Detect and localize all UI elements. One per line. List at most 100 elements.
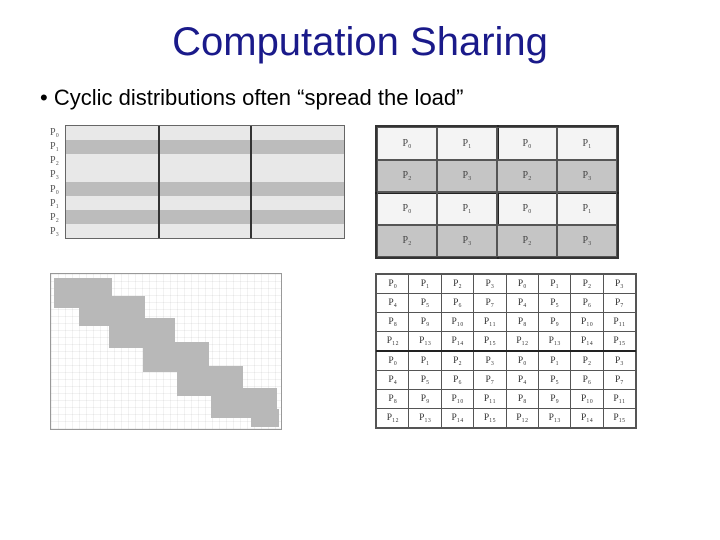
table-cell: P₁₀ [571,390,603,409]
table-cell: P₄ [506,371,538,390]
table-cell: P₀ [506,275,538,294]
table-cell: P₇ [603,294,635,313]
table-cell: P₉ [409,313,441,332]
panel-staircase [50,273,345,430]
table-cell: P₃ [474,351,506,371]
p2-cell: P₃ [437,225,497,258]
table-cell: P₄ [377,294,409,313]
p1-row [66,168,344,182]
p1-row [66,182,344,196]
table-row: P₈P₉P₁₀P₁₁P₈P₉P₁₀P₁₁ [377,313,636,332]
table-cell: P₆ [441,294,473,313]
table-cell: P₈ [506,313,538,332]
table-cell: P₆ [571,294,603,313]
diagram-grid: P₀P₁P₂P₃P₀P₁P₂P₃ P₀P₁P₀P₁P₂P₃P₂P₃P₀P₁P₀P… [40,125,680,430]
table-cell: P₆ [441,371,473,390]
p2-cell: P₀ [497,127,557,160]
table-cell: P₁₀ [571,313,603,332]
table-cell: P₁₅ [603,409,635,428]
table-cell: P₁₅ [603,332,635,352]
table-cell: P₁₁ [474,390,506,409]
table-cell: P₅ [409,371,441,390]
table-cell: P₁ [538,275,570,294]
table-cell: P₉ [409,390,441,409]
table-cell: P₁₀ [441,390,473,409]
table-cell: P₁₂ [506,409,538,428]
p1-row-label: P₃ [50,168,61,182]
table-row: P₀P₁P₂P₃P₀P₁P₂P₃ [377,275,636,294]
p2-cell: P₃ [557,225,617,258]
table-cell: P₁₅ [474,332,506,352]
table-cell: P₂ [571,275,603,294]
table-row: P₄P₅P₆P₇P₄P₅P₆P₇ [377,371,636,390]
table-cell: P₁₀ [441,313,473,332]
p2-cell: P₃ [557,160,617,193]
table-cell: P₁ [538,351,570,371]
p2-cell: P₁ [557,127,617,160]
table-cell: P₀ [377,351,409,371]
p1-row-label: P₁ [50,196,61,210]
p2-cell: P₁ [557,192,617,225]
p1-row [66,126,344,140]
table-cell: P₃ [603,275,635,294]
table-cell: P₁ [409,351,441,371]
table-cell: P₈ [506,390,538,409]
table-cell: P₁₃ [409,409,441,428]
table-cell: P₇ [474,371,506,390]
table-cell: P₂ [571,351,603,371]
table-row: P₄P₅P₆P₇P₄P₅P₆P₇ [377,294,636,313]
table-cell: P₃ [474,275,506,294]
table-cell: P₃ [603,351,635,371]
table-cell: P₄ [506,294,538,313]
p2-cell: P₂ [377,160,437,193]
table-cell: P₈ [377,313,409,332]
table-cell: P₁₄ [571,409,603,428]
p2-cell: P₀ [377,192,437,225]
p2-cell: P₃ [437,160,497,193]
p2-cell: P₂ [497,225,557,258]
table-cell: P₉ [538,313,570,332]
p1-row-label: P₀ [50,125,61,139]
table-cell: P₁₄ [441,409,473,428]
table-cell: P₀ [506,351,538,371]
table-cell: P₁₃ [538,332,570,352]
table-cell: P₁₄ [571,332,603,352]
table-row: P₈P₉P₁₀P₁₁P₈P₉P₁₀P₁₁ [377,390,636,409]
table-cell: P₄ [377,371,409,390]
table-cell: P₇ [603,371,635,390]
p1-row-label: P₂ [50,154,61,168]
bullet-line: Cyclic distributions often “spread the l… [40,85,680,111]
table-cell: P₇ [474,294,506,313]
table-cell: P₁₃ [409,332,441,352]
table-cell: P₁ [409,275,441,294]
table-cell: P₅ [409,294,441,313]
table-cell: P₅ [538,294,570,313]
p1-row-label: P₂ [50,211,61,225]
p1-row [66,196,344,210]
panel-processor-table: P₀P₁P₂P₃P₀P₁P₂P₃P₄P₅P₆P₇P₄P₅P₆P₇P₈P₉P₁₀P… [375,273,670,430]
p2-cell: P₀ [497,192,557,225]
table-row: P₀P₁P₂P₃P₀P₁P₂P₃ [377,351,636,371]
table-cell: P₉ [538,390,570,409]
table-cell: P₁₁ [603,390,635,409]
p2-cell: P₀ [377,127,437,160]
p1-row-label: P₃ [50,225,61,239]
p1-row [66,154,344,168]
processor-table: P₀P₁P₂P₃P₀P₁P₂P₃P₄P₅P₆P₇P₄P₅P₆P₇P₈P₉P₁₀P… [376,274,636,428]
table-cell: P₁₂ [377,332,409,352]
table-cell: P₀ [377,275,409,294]
table-row: P₁₂P₁₃P₁₄P₁₅P₁₂P₁₃P₁₄P₁₅ [377,409,636,428]
table-cell: P₁₂ [377,409,409,428]
p2-cell: P₁ [437,192,497,225]
table-cell: P₁₁ [474,313,506,332]
table-cell: P₁₅ [474,409,506,428]
table-cell: P₂ [441,275,473,294]
table-cell: P₁₃ [538,409,570,428]
p2-cell: P₂ [497,160,557,193]
p1-row [66,140,344,154]
p1-row [66,210,344,224]
p1-row-label: P₁ [50,139,61,153]
p1-row-label: P₀ [50,182,61,196]
slide-title: Computation Sharing [40,20,680,65]
stair-block [251,409,279,427]
